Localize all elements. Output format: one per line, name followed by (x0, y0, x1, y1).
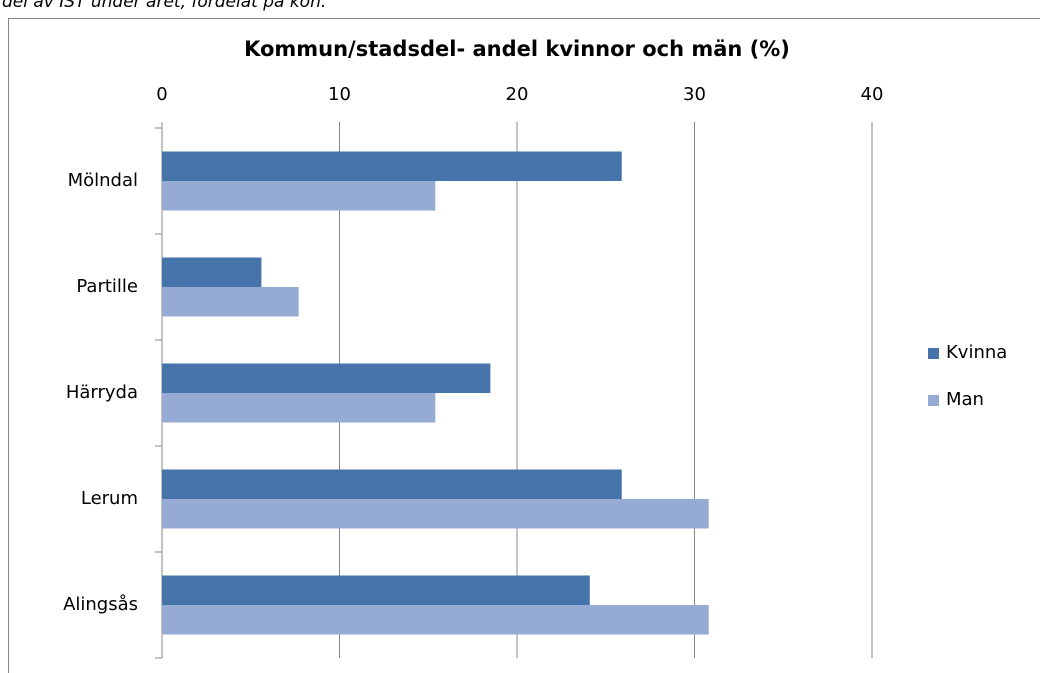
y-tick-label: Alingsås (63, 594, 138, 615)
y-tick-label: Härryda (66, 382, 138, 403)
x-tick-label: 10 (328, 84, 351, 105)
bar (162, 151, 622, 181)
x-tick-label: 30 (683, 84, 706, 105)
x-tick-label: 20 (506, 84, 529, 105)
legend-swatch (928, 395, 939, 406)
legend-label: Kvinna (946, 342, 1007, 363)
bar (162, 575, 590, 605)
legend-swatch (928, 348, 939, 359)
bar (162, 469, 622, 499)
y-tick-label: Lerum (81, 488, 138, 509)
bar (162, 499, 709, 529)
y-tick-label: Partille (76, 276, 138, 297)
chart-frame (8, 18, 1040, 673)
bar (162, 363, 491, 393)
bar (162, 287, 299, 317)
caption: del av IST under året, fördelat på kön. (2, 0, 326, 12)
x-tick-label: 40 (861, 84, 884, 105)
bar (162, 257, 262, 287)
chart-title: Kommun/stadsdel- andel kvinnor och män (… (244, 37, 790, 61)
y-tick-label: Mölndal (68, 170, 138, 191)
bar (162, 605, 709, 635)
legend-label: Man (946, 389, 984, 410)
x-tick-label: 0 (156, 84, 167, 105)
bar (162, 181, 436, 211)
bar (162, 393, 436, 423)
